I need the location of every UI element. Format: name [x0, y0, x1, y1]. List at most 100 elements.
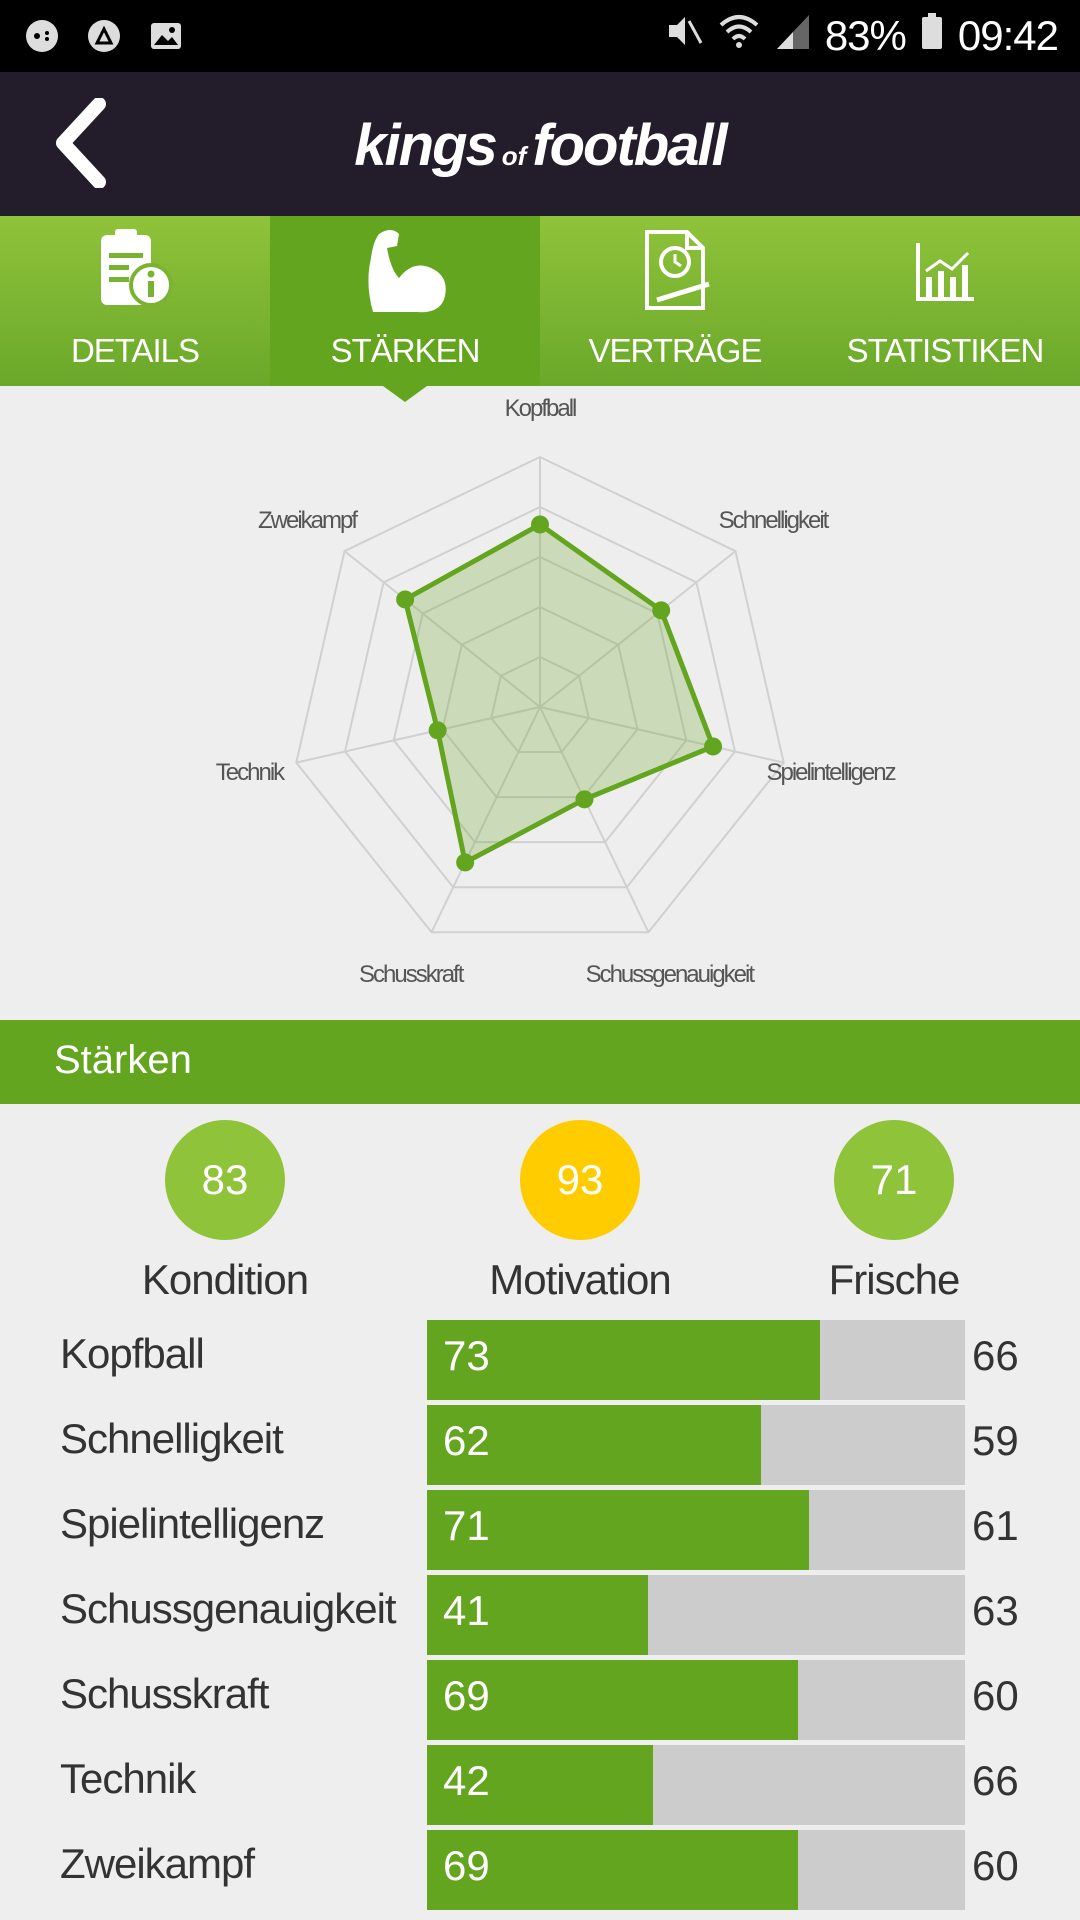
radar-point-zweikampf	[396, 590, 415, 609]
attribute-bar-fill	[427, 1490, 809, 1570]
stat-frische: 71 Frische	[774, 1120, 1014, 1304]
attribute-bar-fill	[427, 1405, 761, 1485]
attribute-row-spielintelligenz: Spielintelligenz 71 61	[0, 1490, 1080, 1570]
attribute-bar-track: 71	[427, 1490, 965, 1570]
attribute-value: 73	[443, 1332, 490, 1379]
radar-axis-label: Technik	[215, 759, 285, 787]
tab-bar: DETAILS STÄRKEN VERTRÄGE STATISTIKEN	[0, 216, 1080, 402]
tab-label: STÄRKEN	[330, 332, 481, 369]
document-info-icon	[87, 222, 183, 322]
frische-value-circle: 71	[834, 1120, 954, 1240]
tab-vertraege[interactable]: VERTRÄGE	[540, 216, 810, 386]
kondition-value-circle: 83	[165, 1120, 285, 1240]
attribute-row-schnelligkeit: Schnelligkeit 62 59	[0, 1405, 1080, 1485]
flexed-arm-icon	[357, 222, 453, 322]
attribute-bar-track: 41	[427, 1575, 965, 1655]
signal-icon	[775, 11, 811, 61]
attribute-bar-fill	[427, 1320, 820, 1400]
attribute-compare-value: 60	[972, 1842, 1019, 1889]
wifi-icon	[717, 11, 761, 61]
clock: 09:42	[957, 12, 1059, 59]
attribute-row-kopfball: Kopfball 73 66	[0, 1320, 1080, 1400]
radar-point-schussgenauigkeit	[575, 790, 594, 809]
attribute-value: 41	[443, 1587, 490, 1634]
radar-grid-ring	[343, 505, 737, 889]
attribute-compare-value: 59	[972, 1417, 1019, 1464]
tab-label: VERTRÄGE	[588, 332, 763, 369]
tab-staerken[interactable]: STÄRKEN	[270, 216, 540, 402]
radar-grid-ring	[490, 655, 590, 754]
tab-details[interactable]: DETAILS	[0, 216, 270, 386]
stat-label: Kondition	[141, 1256, 309, 1303]
attribute-value: 62	[443, 1417, 490, 1464]
gamepad-icon	[22, 16, 62, 56]
attribute-compare-value: 66	[972, 1332, 1019, 1379]
app-logo: kings of football	[354, 113, 727, 178]
attribute-bar-fill	[427, 1660, 799, 1740]
attribute-bar-fill	[427, 1745, 653, 1825]
radar-axis-label: Spielintelligenz	[766, 759, 896, 787]
attribute-compare-value: 63	[972, 1587, 1019, 1634]
attribute-name: Schusskraft	[60, 1670, 269, 1717]
attribute-name: Zweikampf	[60, 1840, 255, 1887]
radar-spoke	[430, 706, 541, 933]
radar-series-area	[402, 521, 717, 867]
radar-svg	[295, 455, 785, 934]
radar-grid-ring	[392, 555, 688, 844]
attribute-bar-track: 62	[427, 1405, 965, 1485]
attribute-row-zweikampf: Zweikampf 69 60	[0, 1830, 1080, 1910]
mute-icon	[663, 11, 703, 61]
attribute-bar-fill	[427, 1830, 799, 1910]
radar-grid-ring	[441, 605, 639, 799]
radar-axis-label: Zweikampf	[257, 507, 358, 535]
app-header: kings of football	[0, 72, 1080, 216]
attribute-row-technik: Technik 42 66	[0, 1745, 1080, 1825]
attribute-name: Kopfball	[60, 1330, 205, 1377]
radar-point-kopfball	[531, 515, 549, 534]
radar-point-spielintelligenz	[704, 737, 723, 756]
status-bar: 83% 09:42	[0, 0, 1080, 72]
radar-spoke	[539, 706, 650, 933]
radar-axis-label: Kopfball	[504, 395, 578, 422]
radar-spoke	[296, 706, 541, 764]
attribute-name: Schussgenauigkeit	[60, 1585, 397, 1632]
strengths-section-header: Stärken	[0, 1020, 1080, 1104]
radar-point-schnelligkeit	[652, 601, 671, 620]
chart-icon	[910, 222, 980, 322]
soccer-icon	[84, 16, 124, 56]
tab-statistiken[interactable]: STATISTIKEN	[810, 216, 1080, 386]
attribute-bar-track: 69	[427, 1660, 965, 1740]
motivation-value-circle: 93	[520, 1120, 640, 1240]
attribute-row-schusskraft: Schusskraft 69 60	[0, 1660, 1080, 1740]
radar-point-schusskraft	[456, 853, 475, 872]
attribute-name: Technik	[60, 1755, 196, 1802]
strengths-radar-chart: Kopfball Schnelligkeit Spielintelligenz Sch…	[0, 386, 1080, 1018]
stat-label: Motivation	[489, 1256, 671, 1303]
attribute-value: 42	[443, 1757, 490, 1804]
attribute-compare-value: 60	[972, 1672, 1019, 1719]
tab-label: DETAILS	[70, 332, 200, 369]
stat-label: Frische	[828, 1256, 961, 1303]
contract-icon	[627, 222, 723, 322]
radar-spoke	[539, 550, 737, 708]
stat-kondition: 83 Kondition	[105, 1120, 345, 1304]
radar-point-technik	[428, 721, 447, 740]
attribute-compare-value: 61	[972, 1502, 1019, 1549]
attribute-value: 69	[443, 1842, 490, 1889]
radar-axis-label: Schnelligkeit	[718, 507, 830, 535]
attribute-value: 71	[443, 1502, 490, 1549]
back-button[interactable]	[36, 98, 126, 188]
attribute-bar-track: 42	[427, 1745, 965, 1825]
attribute-bar-track: 69	[427, 1830, 965, 1910]
attribute-name: Spielintelligenz	[60, 1500, 325, 1547]
radar-axis-label: Schussgenauigkeit	[585, 961, 755, 989]
radar-spoke	[343, 550, 541, 708]
attribute-bar-fill	[427, 1575, 648, 1655]
image-icon	[146, 16, 186, 56]
battery-icon	[920, 11, 944, 61]
attribute-name: Schnelligkeit	[60, 1415, 284, 1462]
tab-label: STATISTIKEN	[846, 332, 1045, 369]
attribute-value: 69	[443, 1672, 490, 1719]
chevron-left-icon	[56, 98, 106, 188]
